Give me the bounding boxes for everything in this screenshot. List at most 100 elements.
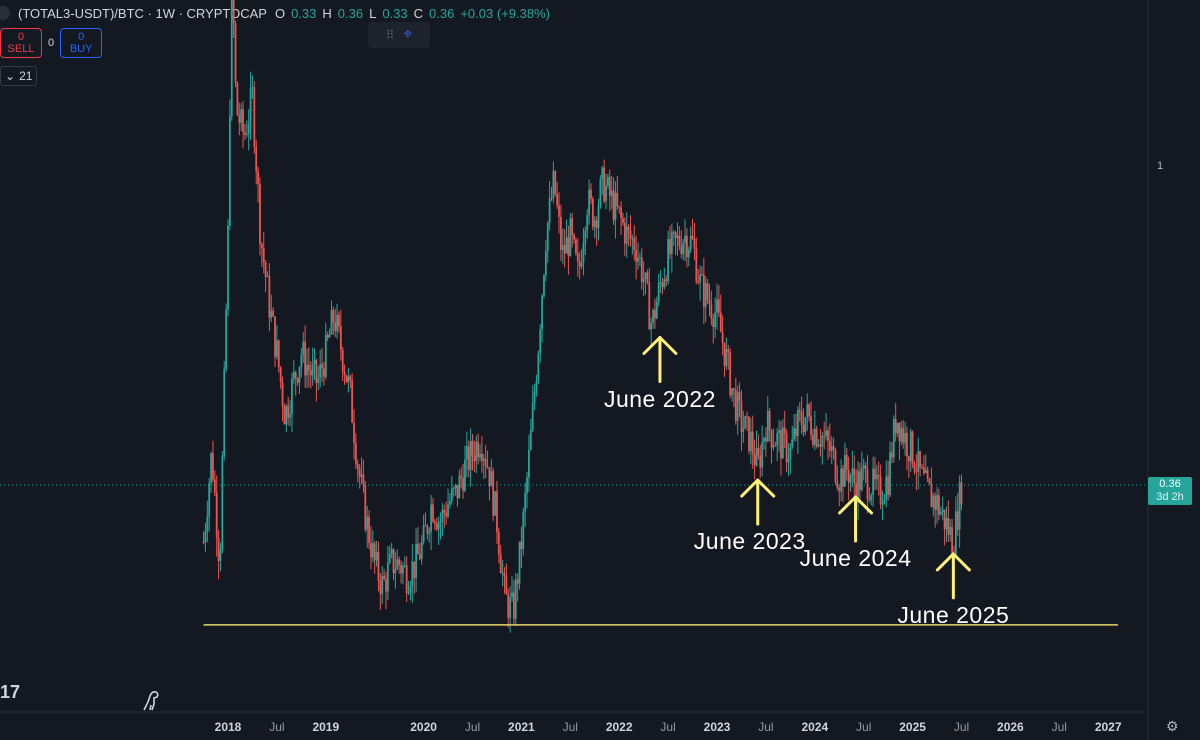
candle-body [445, 512, 448, 517]
candle-body [629, 229, 632, 239]
dino-icon[interactable] [140, 688, 164, 712]
time-axis-tick: Jul [660, 720, 676, 734]
candle-body [601, 167, 604, 179]
candle-body [370, 543, 372, 558]
time-axis-tick: 2023 [703, 720, 731, 734]
symbol-title[interactable]: (TOTAL3-USDT)/BTC · 1W · CRYPTOCAP [18, 5, 267, 21]
spread-value: 0 [48, 37, 55, 49]
candle-body [597, 206, 600, 228]
candle-body [240, 109, 243, 123]
candle-body [889, 452, 891, 495]
candle-body [733, 388, 735, 390]
candle-body [810, 416, 812, 436]
candle-body [753, 454, 756, 466]
candle-body [539, 329, 542, 354]
candle-body [509, 597, 512, 618]
annotation-label: June 2022 [603, 385, 716, 412]
candle-body [415, 543, 417, 578]
buy-button[interactable]: 0 BUY [60, 28, 103, 58]
candle-body [781, 427, 784, 459]
candle-body [734, 389, 737, 421]
candle-body [251, 87, 254, 89]
candle-body [223, 369, 226, 457]
chevron-down-icon: ⌄ [5, 69, 16, 83]
candle-body [439, 521, 442, 523]
candle-body [354, 443, 357, 464]
candle-body [819, 444, 822, 447]
candle-body [238, 115, 241, 123]
candle-body [853, 468, 856, 484]
candle-body [883, 499, 886, 504]
candle-body [381, 575, 384, 594]
candle-body [670, 232, 673, 254]
candle-body [710, 304, 713, 319]
candle-body [567, 237, 570, 256]
candle-body [682, 242, 685, 255]
candle-body [544, 251, 547, 276]
candle-body [259, 184, 261, 244]
candle-body [780, 430, 782, 459]
candle-body [518, 541, 521, 584]
candle-body [689, 235, 692, 250]
candle-body [422, 525, 425, 543]
candle-body [712, 318, 715, 328]
candle-body [407, 592, 410, 594]
candle-body [317, 378, 320, 383]
candle-body [761, 441, 764, 468]
candle-body [362, 474, 365, 485]
candle-body [409, 586, 412, 593]
candle-body [622, 218, 624, 223]
candle-body [687, 249, 690, 258]
tradingview-logo-icon[interactable]: 17 [0, 682, 21, 702]
candle-body [828, 440, 831, 451]
candle-body [695, 248, 698, 282]
candle-body [405, 565, 408, 594]
candle-body [785, 433, 788, 463]
candle-body [576, 253, 579, 262]
candle-body [678, 235, 681, 247]
drag-handle-icon[interactable]: ⠿ [385, 28, 395, 42]
annotation-label: June 2024 [799, 545, 912, 571]
candle-body [913, 464, 916, 472]
candle-body [386, 563, 389, 592]
candle-body [215, 492, 218, 538]
buy-label: BUY [69, 43, 93, 55]
candle-body [909, 431, 912, 462]
candle-body [870, 495, 873, 501]
sell-button[interactable]: 0 SELL [0, 28, 42, 58]
buy-count: 0 [78, 31, 85, 43]
candle-body [417, 543, 419, 555]
candle-body [552, 171, 555, 199]
candle-body [426, 526, 429, 534]
candle-body [353, 422, 355, 444]
candle-body [702, 274, 705, 308]
indicators-toggle[interactable]: ⌄ 21 [0, 66, 38, 86]
candle-body [603, 167, 606, 202]
candle-body [947, 517, 950, 535]
last-price-tag: 0.36 3d 2h [1148, 477, 1192, 505]
candle-body [896, 422, 899, 434]
annotation-label: June 2023 [693, 528, 806, 555]
candle-body [341, 350, 344, 372]
candle-body [842, 468, 844, 487]
candle-body [815, 428, 818, 447]
candle-body [300, 354, 303, 367]
candle-body [471, 440, 474, 456]
last-price-value: 0.36 [1159, 478, 1181, 490]
gear-icon[interactable]: ⚙ [1166, 718, 1179, 734]
high-label: H [322, 5, 332, 21]
candle-body [834, 449, 837, 482]
crosshair-icon[interactable]: ⌖ [403, 26, 413, 43]
candle-body [663, 279, 666, 288]
price-scale-label-1: 1 [1157, 160, 1164, 172]
candle-body [432, 504, 434, 522]
candle-body [642, 278, 645, 283]
candle-body [749, 431, 752, 451]
candle-body [528, 449, 530, 478]
candle-body [768, 410, 771, 431]
candle-body [894, 418, 897, 434]
candle-body [388, 553, 391, 564]
candle-body [904, 432, 906, 444]
candle-body [255, 146, 258, 172]
